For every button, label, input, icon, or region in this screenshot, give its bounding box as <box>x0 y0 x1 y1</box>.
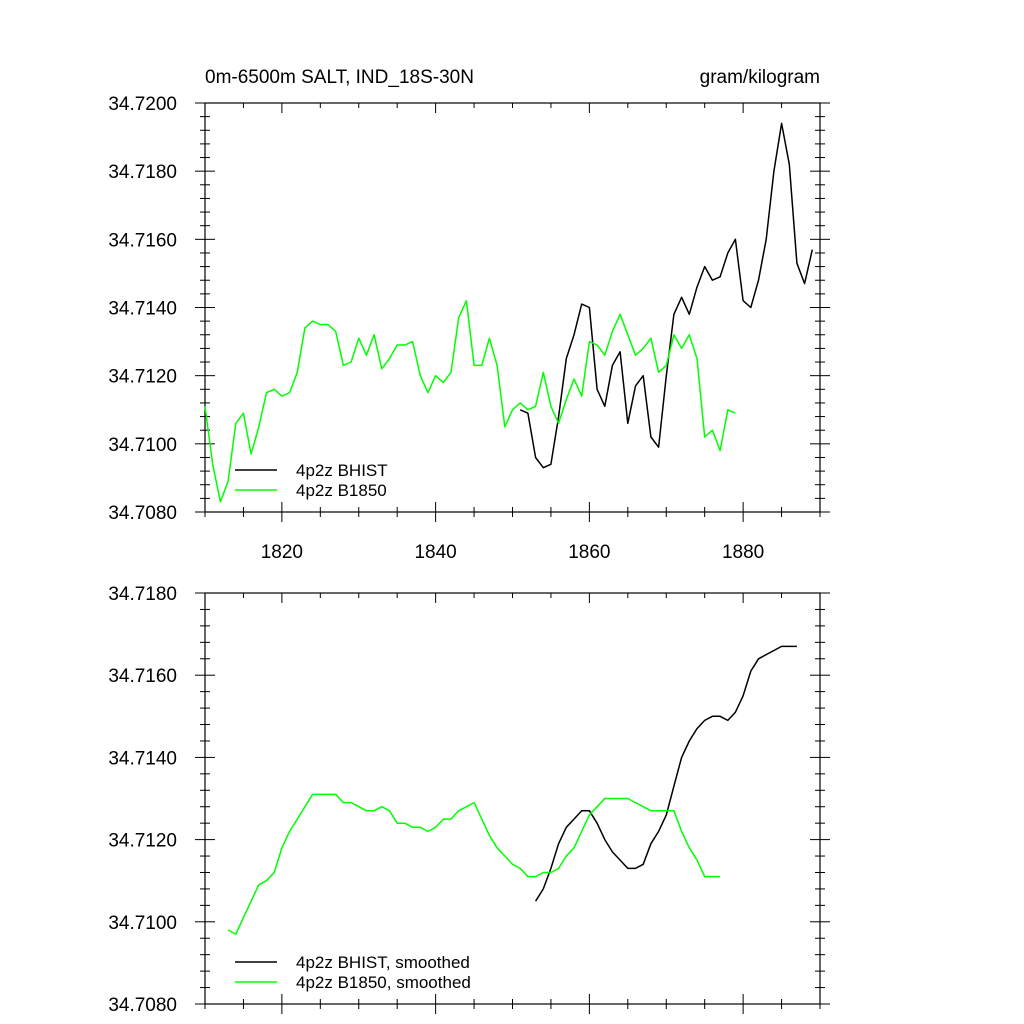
legend-label: 4p2z BHIST <box>296 461 388 480</box>
series-line <box>227 793 721 935</box>
y-tick-label: 34.7140 <box>108 748 177 769</box>
y-tick-label: 34.7180 <box>108 584 177 605</box>
legend-label: 4p2z BHIST, smoothed <box>296 953 470 972</box>
y-tick-label: 34.7100 <box>108 913 177 934</box>
series-line <box>204 299 736 503</box>
x-tick-label: 1860 <box>568 542 610 563</box>
x-tick-label: 1840 <box>414 542 456 563</box>
top-chart-panel: 0m-6500m SALT, IND_18S-30N gram/kilogram… <box>108 67 830 563</box>
x-tick-label: 1820 <box>261 542 303 563</box>
y-tick-label: 34.7180 <box>108 162 177 183</box>
y-tick-label: 34.7080 <box>108 503 177 524</box>
y-tick-label: 34.7120 <box>108 831 177 852</box>
series-lines <box>227 645 797 935</box>
y-tick-label: 34.7080 <box>108 995 177 1016</box>
series-lines <box>204 122 814 503</box>
x-tick-label: 1880 <box>722 542 764 563</box>
y-tick-label: 34.7200 <box>108 94 177 115</box>
series-line <box>534 645 797 902</box>
y-tick-label: 34.7100 <box>108 435 177 456</box>
axis-ticks: 34.7080 34.7100 34.7120 34.7140 34.7160 34.71… <box>108 584 830 1016</box>
legend-label: 4p2z B1850, smoothed <box>296 973 471 992</box>
series-line <box>519 122 814 469</box>
y-tick-label: 34.7120 <box>108 367 177 388</box>
chart-title-left: 0m-6500m SALT, IND_18S-30N <box>205 67 474 88</box>
plot-frame <box>204 102 821 513</box>
y-tick-label: 34.7160 <box>108 230 177 251</box>
legend-label: 4p2z B1850 <box>296 481 387 500</box>
plot-frame <box>204 592 821 1005</box>
bottom-chart-panel: 34.7080 34.7100 34.7120 34.7140 34.7160 34.71… <box>108 584 830 1016</box>
chart-units-label: gram/kilogram <box>700 67 820 88</box>
y-tick-label: 34.7160 <box>108 666 177 687</box>
axis-ticks: 1820 1840 1860 1880 34.7080 34.7100 34.7120 34.… <box>108 94 830 563</box>
y-tick-label: 34.7140 <box>108 299 177 320</box>
